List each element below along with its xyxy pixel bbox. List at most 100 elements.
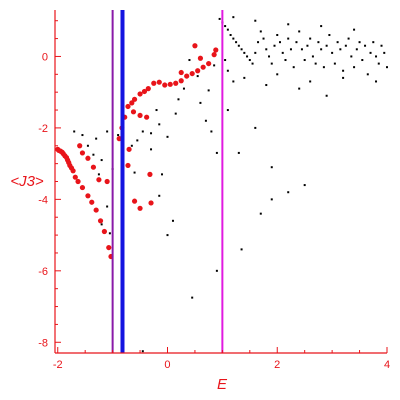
black-point [240, 248, 243, 251]
black-point [328, 34, 331, 37]
black-point [210, 130, 213, 133]
black-point [355, 48, 358, 51]
black-point [259, 30, 262, 33]
red-point [72, 174, 78, 180]
black-point [174, 112, 177, 115]
black-point [295, 41, 298, 44]
black-point [289, 48, 292, 51]
red-point [89, 199, 95, 205]
black-point [311, 55, 314, 58]
red-point [85, 155, 91, 161]
red-point [104, 178, 110, 185]
black-point [287, 37, 290, 40]
red-point [96, 177, 102, 183]
red-point [129, 100, 135, 106]
red-point [126, 146, 132, 152]
black-point [150, 148, 153, 151]
black-point [254, 51, 257, 54]
black-point [292, 66, 295, 69]
black-point [166, 135, 169, 138]
black-points-layer [73, 16, 388, 353]
black-point [320, 48, 323, 51]
red-point [137, 91, 143, 97]
black-point [86, 144, 89, 147]
red-point [173, 80, 179, 86]
black-point [226, 69, 229, 72]
black-point [369, 51, 372, 54]
red-point [151, 80, 157, 86]
black-point [117, 134, 120, 137]
black-point [232, 16, 235, 19]
black-point [386, 66, 388, 69]
black-point [161, 173, 164, 176]
ticks-layer: -2 0 2 4 0 -2 -4 -6 -8 [38, 20, 390, 371]
black-point [309, 37, 312, 40]
black-point [259, 212, 262, 215]
red-point [137, 205, 143, 211]
black-point [108, 232, 111, 235]
black-point [215, 269, 218, 272]
black-point [237, 151, 240, 154]
red-point [79, 150, 86, 156]
black-point [336, 41, 339, 44]
red-point [178, 78, 184, 84]
red-point [147, 171, 153, 177]
red-point [192, 43, 198, 49]
black-point [150, 132, 153, 135]
red-point [189, 70, 195, 77]
red-point [101, 228, 107, 235]
red-point [90, 164, 97, 170]
y-tick-label: -4 [38, 194, 48, 206]
red-point [145, 86, 151, 92]
black-point [243, 76, 246, 79]
black-point [100, 223, 103, 226]
black-point [309, 80, 312, 83]
black-point [273, 44, 276, 47]
black-point [213, 64, 216, 67]
black-point [298, 87, 301, 90]
black-point [182, 87, 185, 90]
black-point [207, 89, 210, 92]
black-point [100, 159, 103, 162]
black-point [226, 109, 229, 112]
red-point [141, 88, 148, 95]
black-point [73, 130, 76, 133]
black-point [265, 84, 268, 87]
black-point [155, 109, 158, 112]
red-point [85, 193, 91, 199]
red-point [178, 69, 184, 76]
black-point [303, 184, 306, 187]
black-point [375, 80, 378, 83]
y-axis-title: <J3> [10, 173, 44, 190]
black-point [303, 59, 306, 62]
black-point [375, 55, 378, 58]
x-tick-label: 4 [384, 359, 390, 371]
black-point [353, 66, 356, 69]
red-point [213, 47, 219, 53]
black-point [224, 59, 227, 62]
black-point [235, 41, 238, 44]
red-point [75, 178, 81, 185]
y-tick-label: -6 [38, 266, 48, 278]
black-point [171, 219, 174, 222]
black-point [254, 19, 257, 22]
black-point [188, 59, 191, 62]
black-point [339, 48, 342, 51]
black-point [278, 41, 281, 44]
black-point [229, 34, 232, 37]
black-point [325, 94, 328, 97]
black-point [224, 25, 227, 28]
red-point [211, 52, 217, 58]
black-point [358, 41, 361, 44]
red-point [162, 82, 168, 88]
black-point [383, 51, 386, 54]
red-point [206, 60, 212, 67]
red-point [200, 64, 206, 70]
black-point [333, 62, 336, 65]
black-point [158, 194, 161, 197]
red-point [106, 244, 112, 251]
black-point [331, 51, 334, 54]
black-point [325, 44, 328, 47]
black-point [191, 296, 194, 299]
black-point [196, 75, 199, 78]
